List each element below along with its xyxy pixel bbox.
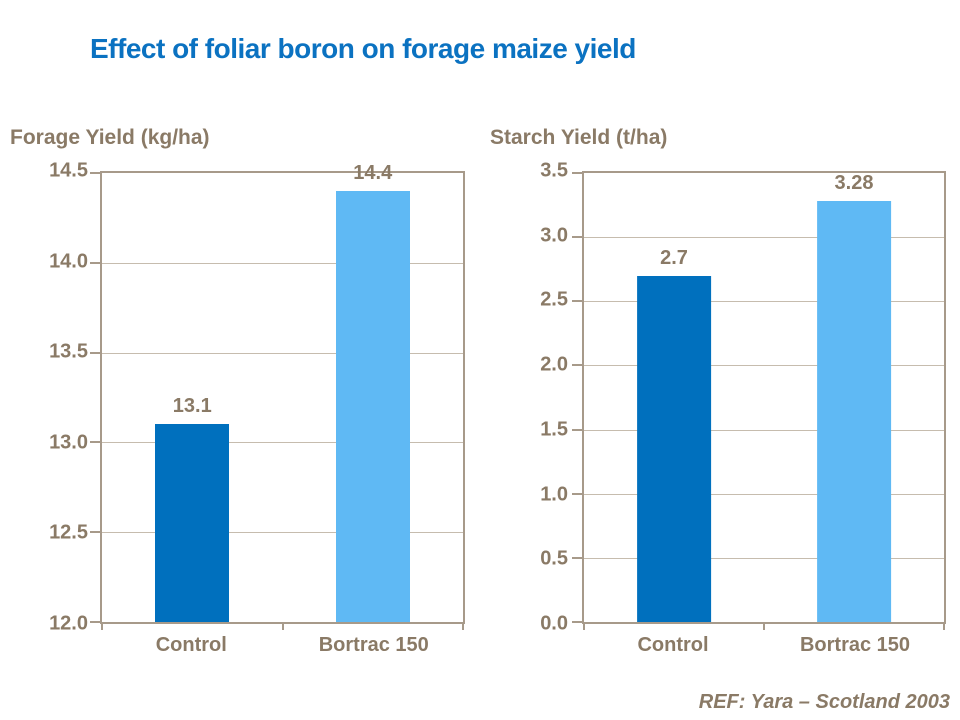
y-tick-mark — [572, 428, 582, 431]
y-tick-mark — [572, 300, 582, 303]
plot-area: 2.7 3.28 — [572, 171, 946, 630]
y-tick-mark — [572, 236, 582, 239]
y-tick-mark — [572, 621, 582, 623]
plot-area: 13.1 14.4 — [90, 162, 465, 630]
reference-text: REF: Yara – Scotland 2003 — [698, 691, 950, 713]
bar-value-label-control: 13.1 — [172, 395, 212, 418]
y-tick-mark — [572, 556, 582, 559]
gridline — [584, 493, 944, 495]
bar-control — [155, 424, 230, 622]
y-tick-mark — [572, 364, 582, 367]
x-axis-labels: Control Bortrac 150 — [582, 632, 946, 662]
y-axis-labels: 0.0 0.5 1.0 1.5 2.0 2.5 3.0 3.5 — [480, 160, 568, 635]
bar-control — [637, 275, 711, 622]
gridline — [102, 262, 463, 264]
bar-value-label-control: 2.7 — [660, 246, 688, 269]
y-tick-label: 12.5 — [49, 521, 88, 544]
bar-bortrac-150 — [335, 190, 410, 622]
category-label-bortrac-150: Bortrac 150 — [318, 634, 429, 656]
x-tick-mark — [101, 622, 103, 630]
y-tick-label: 12.0 — [49, 612, 88, 635]
bar-bortrac-150 — [817, 201, 891, 622]
category-label-control: Control — [155, 634, 227, 656]
y-tick-mark — [90, 261, 100, 264]
y-tick-label: 2.5 — [540, 288, 568, 311]
y-tick-label: 0.5 — [540, 547, 568, 570]
x-tick-mark — [583, 622, 585, 630]
gridline — [584, 365, 944, 367]
forage-chart-axis-title: Forage Yield (kg/ha) — [10, 126, 210, 149]
category-label-bortrac-150: Bortrac 150 — [799, 634, 911, 656]
y-tick-label: 3.0 — [540, 224, 568, 247]
x-tick-mark — [763, 622, 765, 630]
starch-yield-chart: Starch Yield (t/ha) 0.0 0.5 1.0 1.5 2.0 2.5 3.… — [480, 120, 960, 680]
gridline — [102, 352, 463, 354]
y-tick-label: 14.0 — [49, 250, 88, 273]
forage-yield-chart: Forage Yield (kg/ha) 12.0 12.5 13.0 13.5 14.… — [0, 120, 480, 680]
y-tick-mark — [90, 351, 100, 354]
starch-chart-axis-title: Starch Yield (t/ha) — [490, 126, 668, 149]
x-axis-labels: Control Bortrac 150 — [100, 632, 465, 662]
y-tick-mark — [572, 492, 582, 495]
y-tick-label: 2.0 — [540, 353, 568, 376]
y-tick-label: 3.5 — [540, 159, 568, 182]
gridline — [584, 301, 944, 303]
page-title: Effect of foliar boron on forage maize y… — [90, 33, 636, 64]
y-tick-mark — [90, 441, 100, 444]
gridline — [584, 557, 944, 559]
category-label-control: Control — [637, 634, 709, 656]
gridline — [102, 532, 463, 534]
y-axis-labels: 12.0 12.5 13.0 13.5 14.0 14.5 — [0, 160, 88, 635]
y-tick-mark — [90, 531, 100, 534]
y-tick-label: 13.5 — [49, 340, 88, 363]
bar-value-label-bortrac-150: 14.4 — [353, 161, 393, 184]
y-tick-mark — [572, 172, 582, 174]
y-tick-label: 14.5 — [49, 159, 88, 182]
gridline — [584, 429, 944, 431]
x-tick-mark — [281, 622, 284, 630]
y-tick-label: 1.0 — [540, 483, 568, 506]
bar-value-label-bortrac-150: 3.28 — [834, 172, 874, 195]
x-tick-mark — [943, 622, 945, 630]
y-tick-label: 1.5 — [540, 418, 568, 441]
x-tick-mark — [462, 622, 464, 630]
y-tick-label: 0.0 — [540, 612, 568, 635]
gridline — [584, 237, 944, 239]
y-tick-mark — [90, 172, 100, 174]
gridline — [102, 442, 463, 444]
y-tick-mark — [90, 621, 100, 623]
y-tick-label: 13.0 — [49, 431, 88, 454]
